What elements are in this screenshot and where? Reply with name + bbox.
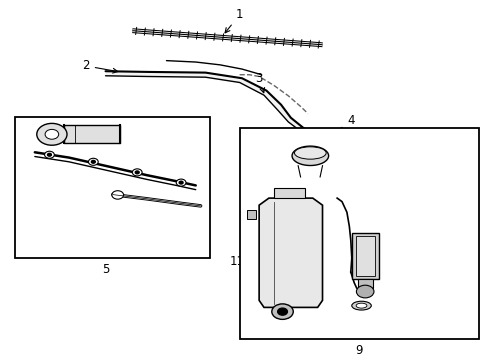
Circle shape [45, 129, 59, 139]
Text: 2: 2 [82, 59, 118, 73]
Circle shape [112, 191, 123, 199]
Bar [239, 127, 478, 339]
Text: 11: 11 [229, 255, 257, 268]
Bar [246, 211, 255, 219]
Text: 14: 14 [375, 302, 425, 315]
Text: 6: 6 [61, 125, 116, 138]
Bar [351, 233, 378, 279]
Ellipse shape [294, 147, 325, 159]
Circle shape [356, 285, 373, 298]
Ellipse shape [291, 146, 328, 166]
Text: 7: 7 [57, 167, 73, 187]
Text: 13: 13 [383, 249, 424, 262]
Text: 15: 15 [351, 215, 424, 228]
Text: 1: 1 [224, 8, 243, 33]
Bar [64, 125, 120, 144]
Text: 9: 9 [355, 345, 362, 357]
Bar [357, 279, 372, 288]
Circle shape [277, 308, 287, 315]
Circle shape [176, 179, 185, 186]
Circle shape [47, 153, 51, 156]
Text: 3: 3 [255, 72, 264, 93]
Polygon shape [259, 198, 322, 307]
Text: 4: 4 [326, 114, 354, 139]
Circle shape [132, 169, 142, 176]
Circle shape [135, 171, 139, 174]
FancyBboxPatch shape [307, 132, 332, 152]
Ellipse shape [355, 303, 366, 308]
Circle shape [271, 304, 293, 319]
Circle shape [315, 139, 325, 146]
Circle shape [88, 158, 98, 165]
Bar [273, 188, 305, 198]
Ellipse shape [351, 301, 370, 310]
Text: 12: 12 [256, 154, 293, 168]
Circle shape [44, 151, 54, 158]
Circle shape [37, 123, 67, 145]
Bar [355, 236, 374, 276]
Text: 8: 8 [118, 196, 142, 209]
Circle shape [179, 181, 183, 184]
Text: 5: 5 [102, 263, 109, 276]
Bar [15, 117, 210, 258]
Polygon shape [105, 71, 315, 140]
Circle shape [91, 161, 95, 163]
Text: 10: 10 [243, 310, 279, 323]
